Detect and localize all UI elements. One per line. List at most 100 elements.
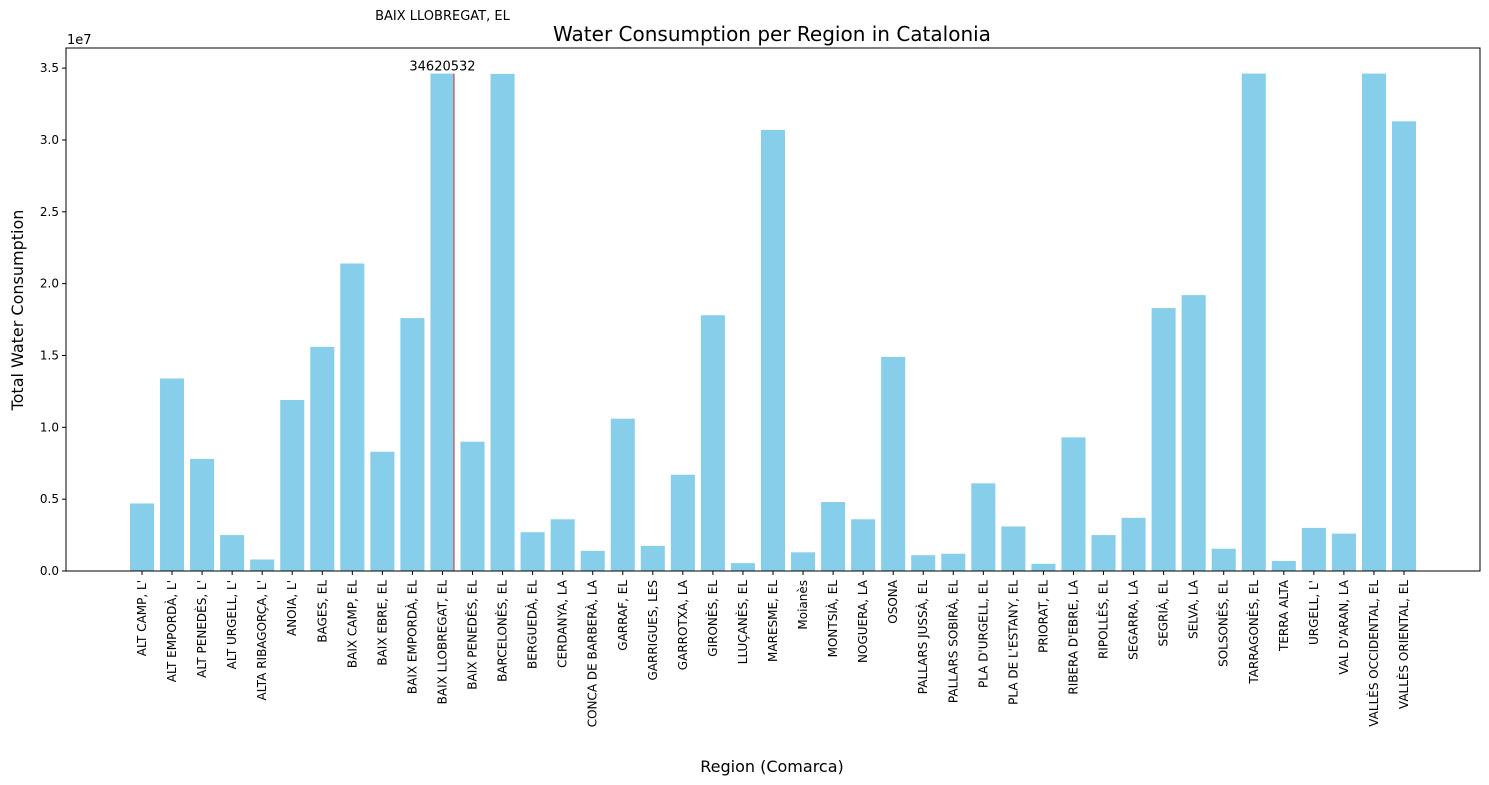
x-tick-label: TERRA ALTA bbox=[1277, 579, 1291, 652]
bar bbox=[370, 451, 395, 571]
bar bbox=[760, 129, 786, 571]
bar bbox=[250, 559, 275, 571]
y-tick-label: 0.5 bbox=[40, 492, 59, 506]
bar bbox=[610, 418, 635, 571]
x-tick-label: SELVA, LA bbox=[1187, 579, 1201, 639]
bar bbox=[791, 552, 816, 571]
bar bbox=[340, 263, 365, 571]
y-tick-label: 1.5 bbox=[40, 348, 59, 362]
x-tick-label: SOLSONÈS, EL bbox=[1216, 580, 1231, 667]
x-tick-label: Moianès bbox=[796, 580, 810, 630]
x-tick-label: ALT CAMP, L' bbox=[135, 580, 149, 656]
highlight-group: 34620532 bbox=[409, 60, 476, 571]
chart-title: Water Consumption per Region in Cataloni… bbox=[553, 22, 991, 46]
bar bbox=[310, 346, 335, 571]
x-tick-label: URGELL, L' bbox=[1307, 580, 1321, 645]
y-axis: 0.0 0.5 1.0 1.5 2.0 2.5 3.0 3.5 bbox=[40, 61, 66, 578]
x-tick-label: PLA DE L'ESTANY, EL bbox=[1006, 580, 1020, 705]
y-axis-label: Total Water Consumption bbox=[8, 210, 27, 412]
bar bbox=[1091, 535, 1116, 571]
bar bbox=[550, 519, 575, 571]
y-tick-label: 2.5 bbox=[40, 205, 59, 219]
x-tick-label: VAL D'ARAN, LA bbox=[1337, 579, 1351, 675]
bar bbox=[640, 545, 665, 571]
x-tick-label: BARCELONÈS, EL bbox=[495, 580, 510, 682]
bar bbox=[1211, 548, 1236, 571]
annotation-region-label: BAIX LLOBREGAT, EL bbox=[375, 9, 510, 24]
plot-area-frame bbox=[65, 47, 1481, 572]
x-tick-label: BERGUEDÀ, EL bbox=[525, 580, 540, 669]
bar bbox=[490, 73, 515, 571]
x-tick-label: VALLÈS OCCIDENTAL, EL bbox=[1366, 580, 1381, 727]
bar bbox=[1121, 517, 1146, 571]
bar bbox=[1331, 533, 1356, 571]
y-tick-label: 3.0 bbox=[40, 133, 59, 147]
bar bbox=[280, 400, 305, 571]
annotation-value-label: 34620532 bbox=[409, 60, 475, 75]
y-tick-label: 3.5 bbox=[40, 61, 59, 75]
x-tick-label: PALLARS SOBIRÀ, EL bbox=[945, 580, 960, 703]
x-tick-label: BAIX LLOBREGAT, EL bbox=[435, 580, 449, 705]
bar bbox=[700, 315, 725, 571]
bar bbox=[129, 503, 155, 571]
bar bbox=[460, 441, 485, 571]
bar bbox=[730, 563, 755, 571]
bar bbox=[1031, 563, 1056, 571]
y-tick-label: 2.0 bbox=[40, 277, 59, 291]
x-tick-label: CERDANYA, LA bbox=[556, 579, 570, 668]
bar bbox=[580, 550, 605, 571]
x-tick-label: BAIX CAMP, EL bbox=[345, 580, 359, 668]
bar bbox=[1151, 308, 1176, 571]
x-axis-label: Region (Comarca) bbox=[700, 757, 844, 776]
bar bbox=[971, 483, 996, 571]
x-tick-label: BAIX EBRE, EL bbox=[375, 580, 389, 666]
x-tick-label: BAIX EMPORDÀ, EL bbox=[404, 580, 419, 694]
bar bbox=[881, 356, 906, 571]
x-tick-label: LLUÇANÈS, EL bbox=[735, 580, 750, 665]
y-axis-multiplier: 1e7 bbox=[67, 33, 92, 48]
bars-group bbox=[129, 73, 1417, 572]
x-tick-label: SEGRIÀ, EL bbox=[1156, 580, 1171, 647]
bar bbox=[821, 502, 846, 571]
bar bbox=[1001, 526, 1026, 571]
x-tick-label: SEGARRA, LA bbox=[1127, 579, 1141, 660]
x-tick-label: GIRONÈS, EL bbox=[705, 580, 720, 657]
bar bbox=[190, 458, 215, 571]
y-tick-label: 0.0 bbox=[40, 564, 59, 578]
x-tick-label: TARRAGONÈS, EL bbox=[1246, 580, 1261, 685]
x-tick-label: NOGUERA, LA bbox=[856, 579, 870, 663]
bar bbox=[941, 553, 966, 571]
x-tick-label: PALLARS JUSSÀ, EL bbox=[915, 580, 930, 695]
bar bbox=[911, 555, 936, 571]
bar bbox=[430, 73, 455, 572]
x-tick-label: MARESME, EL bbox=[766, 580, 780, 662]
x-tick-label: BAGES, EL bbox=[315, 580, 329, 643]
bar bbox=[220, 535, 245, 571]
bar bbox=[670, 474, 695, 571]
x-tick-label: PRIORAT, EL bbox=[1036, 580, 1050, 653]
x-tick-label: CONCA DE BARBERÀ, LA bbox=[585, 579, 600, 727]
bar bbox=[1361, 73, 1386, 572]
x-tick-label: RIBERA D'EBRE, LA bbox=[1066, 579, 1080, 694]
y-tick-label: 1.0 bbox=[40, 420, 59, 434]
x-tick-label: GARROTXA, LA bbox=[676, 579, 690, 670]
bar bbox=[1181, 295, 1206, 571]
x-tick-label: MONTSIÀ, EL bbox=[825, 580, 840, 658]
bar bbox=[1271, 560, 1296, 571]
x-tick-label: OSONA bbox=[886, 579, 900, 623]
x-tick-label: ALT PENEDÈS, L' bbox=[194, 580, 209, 678]
x-tick-label: GARRIGUES, LES bbox=[646, 580, 660, 681]
x-tick-label: GARRAF, EL bbox=[616, 580, 630, 651]
x-tick-label: BAIX PENEDÈS, EL bbox=[465, 580, 480, 690]
x-tick-label: RIPOLLÈS, EL bbox=[1096, 580, 1111, 659]
x-tick-label: ALTA RIBAGORÇA, L' bbox=[255, 580, 269, 700]
x-tick-label: ALT EMPORDÀ, L' bbox=[164, 580, 179, 682]
bar bbox=[1241, 73, 1266, 572]
bar bbox=[1391, 121, 1417, 572]
x-axis: ALT CAMP, L' ALT EMPORDÀ, L' ALT PENEDÈS, … bbox=[135, 571, 1411, 727]
bar bbox=[1061, 437, 1086, 571]
x-tick-label: PLA D'URGELL, EL bbox=[976, 580, 990, 688]
x-tick-label: VALLÈS ORIENTAL, EL bbox=[1396, 580, 1411, 709]
